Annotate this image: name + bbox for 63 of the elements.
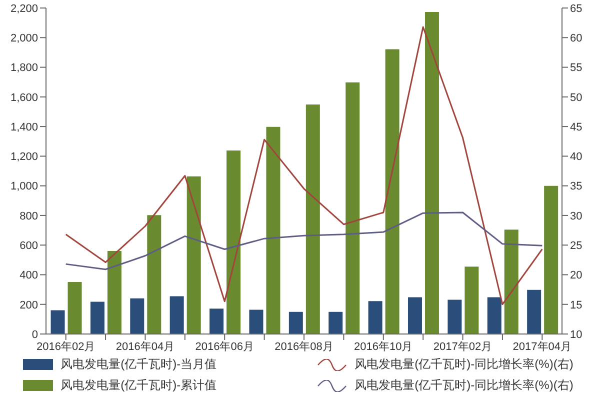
y2-tick-label: 60: [570, 32, 582, 45]
y2-tick-label: 10: [570, 328, 582, 341]
y-tick-label: 1,000: [10, 180, 38, 193]
bar: [424, 12, 439, 334]
x-tick-label: 2017年04月: [512, 340, 572, 353]
y2-tick-label: 40: [570, 151, 582, 164]
y-tick-label: 1,400: [10, 121, 38, 134]
bar: [448, 300, 462, 334]
legend-label: 风电发电量(亿千瓦时)-累计值: [60, 377, 217, 394]
bar: [186, 176, 201, 334]
legend-label: 风电发电量(亿千瓦时)-同比增长率(%)(右): [354, 377, 574, 394]
line-series: [65, 26, 543, 306]
line-series: [65, 212, 543, 270]
x-tick-label: 2016年04月: [116, 340, 175, 353]
y-tick-label: 2,000: [10, 32, 38, 45]
bar: [408, 297, 422, 334]
bar: [68, 282, 82, 334]
y-tick-label: 400: [20, 270, 38, 282]
x-tick-label: 2016年06月: [195, 340, 254, 353]
y2-tick-label: 25: [570, 240, 582, 252]
bar: [90, 302, 104, 334]
bar: [487, 297, 502, 334]
y2-tick-label: 35: [570, 180, 582, 193]
x-tick-label: 2016年02月: [36, 340, 96, 353]
bar: [527, 290, 542, 334]
bar: [50, 310, 65, 334]
bar: [249, 310, 264, 334]
bar: [170, 296, 184, 334]
bar: [266, 126, 280, 334]
x-tick-label: 2017年02月: [433, 340, 492, 353]
bar: [210, 308, 224, 334]
y2-tick-label: 45: [570, 121, 582, 134]
y-tick-label: 200: [20, 299, 38, 312]
y-tick-label: 0: [32, 328, 38, 341]
bar: [130, 298, 144, 334]
bar: [346, 82, 360, 334]
y-tick-label: 800: [20, 210, 38, 222]
bar: [464, 266, 479, 334]
bar: [328, 312, 343, 334]
bar: [226, 150, 241, 334]
y-tick-label: 1,800: [10, 62, 38, 74]
y-tick-label: 600: [20, 240, 38, 252]
legend-label: 风电发电量(亿千瓦时)-当月值: [60, 356, 217, 373]
y2-tick-label: 30: [570, 210, 582, 222]
y-tick-label: 2,200: [10, 2, 38, 15]
y-tick-label: 1,600: [10, 92, 38, 104]
legend-label: 风电发电量(亿千瓦时)-同比增长率(%)(右): [354, 356, 574, 373]
y2-tick-label: 20: [570, 270, 582, 282]
y2-tick-label: 15: [570, 299, 582, 312]
y2-tick-label: 50: [570, 92, 582, 104]
y2-tick-label: 55: [570, 62, 582, 74]
y2-tick-label: 65: [570, 2, 582, 15]
bar: [504, 230, 518, 334]
bar: [147, 215, 162, 334]
bar: [288, 312, 303, 334]
x-tick-label: 2016年10月: [354, 340, 413, 353]
y-tick-label: 1,200: [10, 151, 38, 164]
x-tick-label: 2016年08月: [274, 340, 334, 353]
bar: [306, 104, 320, 334]
bar: [107, 251, 122, 334]
bar: [544, 186, 558, 334]
bar: [385, 49, 400, 334]
bar: [368, 301, 382, 334]
